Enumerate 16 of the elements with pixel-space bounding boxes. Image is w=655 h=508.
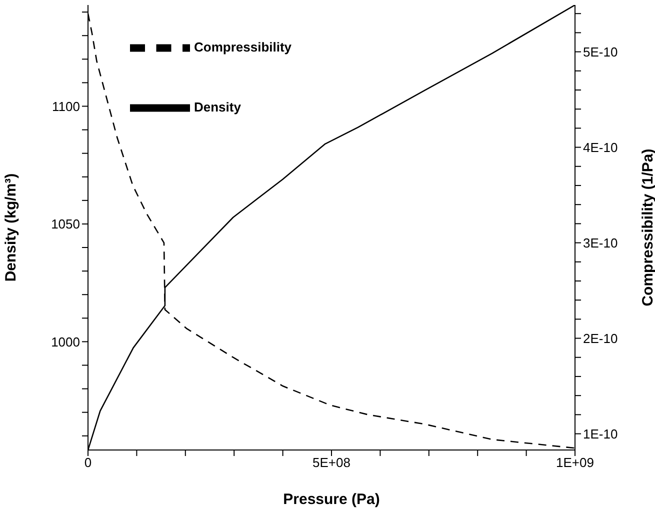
y2-tick-label: 2E-10 xyxy=(583,330,618,346)
y-tick-label: 1050 xyxy=(51,216,80,232)
x-axis-title: Pressure (Pa) xyxy=(283,491,380,508)
y2-axis-title: Compressibility (1/Pa) xyxy=(639,148,655,306)
y2-tick-label: 1E-10 xyxy=(583,426,618,442)
y-tick-label: 1000 xyxy=(51,334,80,350)
x-tick-label: 1E+09 xyxy=(556,455,594,470)
y2-tick-label: 5E-10 xyxy=(583,44,618,60)
legend-label: Density xyxy=(194,99,241,114)
y-tick-label: 1100 xyxy=(52,98,80,114)
x-tick-label: 0 xyxy=(84,455,92,470)
y2-tick-label: 3E-10 xyxy=(583,235,618,250)
x-tick-label: 5E+08 xyxy=(312,455,350,470)
y-axis-title: Density (kg/m³) xyxy=(2,173,20,282)
legend-label: Compressibility xyxy=(194,39,292,54)
y2-tick-label: 4E-10 xyxy=(583,140,618,155)
